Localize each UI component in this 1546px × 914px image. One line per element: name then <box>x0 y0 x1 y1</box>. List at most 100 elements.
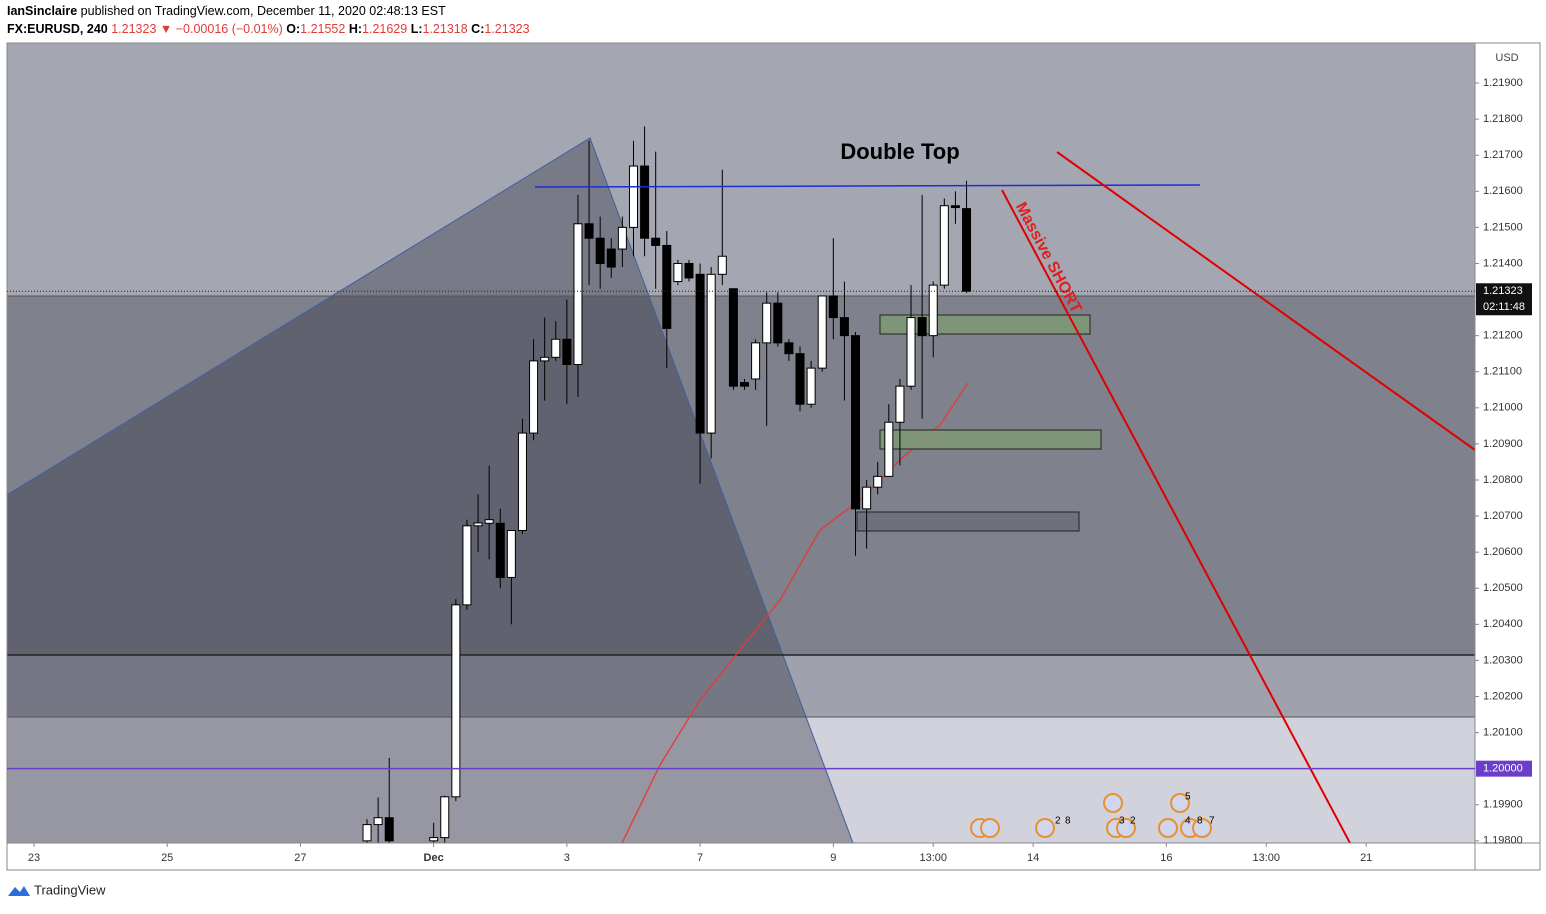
l-label: L: <box>411 22 423 36</box>
candle-body <box>851 335 861 510</box>
y-tick-label: 1.20700 <box>1483 510 1523 522</box>
candle-body <box>917 317 927 337</box>
candle-body <box>795 353 805 405</box>
candle-body <box>950 205 960 209</box>
event-labels: 2 8 3 2 5 4 8 7 <box>1055 792 1215 827</box>
y-tick-label: 1.21000 <box>1483 402 1523 414</box>
candle-body <box>551 338 561 358</box>
x-tick-label: Dec <box>424 852 444 864</box>
y-tick-label: 1.21800 <box>1483 113 1523 125</box>
y-tick-label: 1.21200 <box>1483 330 1523 342</box>
x-tick-label: 9 <box>830 852 836 864</box>
y-tick-label: 1.19800 <box>1483 835 1523 847</box>
candle-body <box>529 360 539 434</box>
x-tick-label: 13:00 <box>919 852 947 864</box>
candle-body <box>584 223 594 239</box>
candle-body <box>562 338 572 366</box>
candle-body <box>728 288 738 387</box>
candle-body <box>606 248 616 268</box>
symbol: FX:EURUSD, 240 <box>7 22 108 36</box>
candle-body <box>573 223 583 366</box>
y-tick-label: 1.20500 <box>1483 582 1523 594</box>
candle-body <box>817 295 827 369</box>
drawings <box>534 151 1475 843</box>
candle-body <box>928 284 938 337</box>
o: 1.21552 <box>300 22 345 36</box>
candle-body <box>362 824 372 842</box>
candle-body <box>695 273 705 434</box>
marks <box>362 126 972 843</box>
y-tick-label: 1.20400 <box>1483 618 1523 630</box>
header-line2: FX:EURUSD, 240 1.21323 ▼ −0.00016 (−0.01… <box>7 22 530 36</box>
change: ▼ −0.00016 (−0.01%) <box>160 22 283 36</box>
candle-body <box>884 421 894 477</box>
candle-body <box>473 522 483 527</box>
candle-body <box>651 237 661 246</box>
candle-body <box>384 817 394 842</box>
h: 1.21629 <box>362 22 407 36</box>
candle-body <box>762 302 772 344</box>
candle-body <box>873 475 883 488</box>
x-tick-label: 14 <box>1027 852 1039 864</box>
title: Double Top <box>840 139 959 164</box>
x-tick-label: 21 <box>1360 852 1372 864</box>
y-tick-label: 1.20600 <box>1483 546 1523 558</box>
event-label: 2 <box>1055 816 1061 827</box>
candle-body <box>595 237 605 264</box>
header-line1: IanSinclaire published on TradingView.co… <box>7 4 446 18</box>
candle-body <box>739 382 749 387</box>
candle-body <box>939 205 949 286</box>
candle-body <box>684 262 694 279</box>
frame <box>6 42 1541 871</box>
y-tick-label: 1.20200 <box>1483 690 1523 702</box>
candle-body <box>429 837 439 842</box>
candle-body <box>751 342 761 380</box>
last-price-label: 1.21323 <box>1483 285 1523 297</box>
candle-body <box>517 432 527 532</box>
candle-body <box>373 817 383 826</box>
l: 1.21318 <box>423 22 468 36</box>
y-unit: USD <box>1495 52 1518 64</box>
y-tick-label: 1.20800 <box>1483 474 1523 486</box>
candle-body <box>484 519 494 524</box>
candle-body <box>962 208 972 292</box>
candle-body <box>662 244 672 329</box>
brand: TradingView <box>34 882 106 897</box>
candle-body <box>839 317 849 337</box>
plot-bg <box>7 43 1475 843</box>
candle-body <box>862 486 872 510</box>
o-label: O: <box>286 22 300 36</box>
y-tick-label: 1.20100 <box>1483 726 1523 738</box>
x-tick-label: 13:00 <box>1253 852 1281 864</box>
candle-body <box>462 525 472 606</box>
event-label: 5 <box>1185 792 1191 803</box>
c: 1.21323 <box>484 22 529 36</box>
event-label: 7 <box>1209 816 1215 827</box>
candle-body <box>628 165 638 228</box>
x-tick-label: 27 <box>294 852 306 864</box>
y-tick-label: 1.20300 <box>1483 654 1523 666</box>
y-tick-label: 1.21700 <box>1483 149 1523 161</box>
candle-body <box>773 302 783 344</box>
event-label: 2 <box>1130 816 1136 827</box>
event-label: 8 <box>1065 816 1071 827</box>
x-tick-label: 16 <box>1160 852 1172 864</box>
x-tick-label: 23 <box>28 852 40 864</box>
countdown: 02:11:48 <box>1483 301 1525 313</box>
candle-body <box>828 295 838 319</box>
candle-body <box>506 530 516 578</box>
x-tick-label: 7 <box>697 852 703 864</box>
y-tick-label: 1.21600 <box>1483 185 1523 197</box>
candle-body <box>495 522 505 578</box>
c-label: C: <box>471 22 484 36</box>
event-label: 4 <box>1185 816 1191 827</box>
event-label: 8 <box>1197 816 1203 827</box>
x-tick-label: 3 <box>564 852 570 864</box>
candle-body <box>617 226 627 250</box>
y-tick-label: 1.19900 <box>1483 799 1523 811</box>
candle-body <box>895 385 905 423</box>
candle-body <box>440 796 450 839</box>
y-tick-label: 1.20900 <box>1483 438 1523 450</box>
candle-body <box>706 273 716 434</box>
